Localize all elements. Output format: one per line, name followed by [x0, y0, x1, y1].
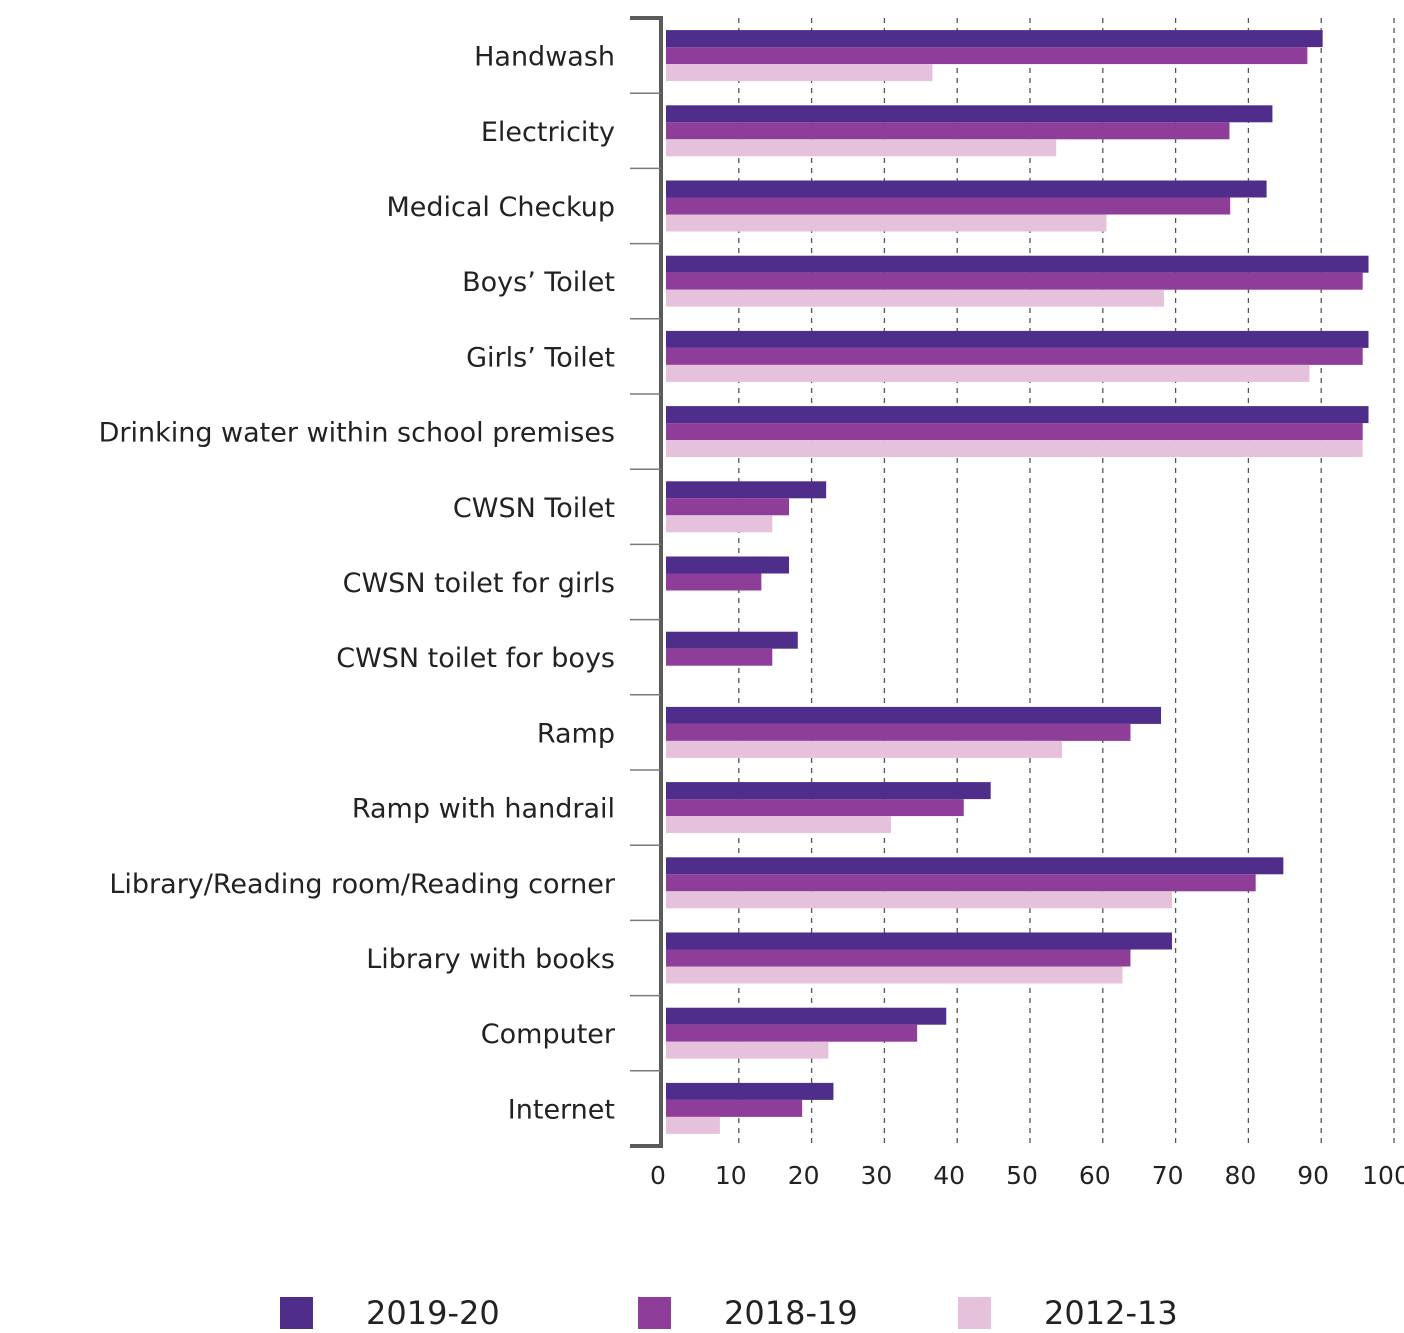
legend-label: 2012-13 — [1044, 1294, 1178, 1329]
x-tick-label: 70 — [1152, 1161, 1184, 1190]
bar-2012-13 — [666, 891, 1172, 909]
bar-2019-20 — [666, 330, 1369, 348]
x-tick-label: 50 — [1006, 1161, 1038, 1190]
category-label: Library/Reading room/Reading corner — [109, 869, 616, 900]
legend-item: 2019-20 — [280, 1294, 500, 1332]
bar-2018-19 — [666, 799, 964, 817]
category-label: Electricity — [481, 117, 615, 148]
bar-2019-20 — [666, 706, 1162, 724]
bar-2012-13 — [666, 64, 933, 82]
category-label: Computer — [481, 1019, 616, 1050]
category-label: CWSN toilet for boys — [336, 643, 615, 674]
legend: 2019-20 2018-19 2012-13 — [280, 1294, 1178, 1332]
category-label: CWSN toilet for girls — [343, 568, 615, 599]
bar-2018-19 — [666, 648, 773, 666]
category-label: Girls’ Toilet — [466, 342, 615, 373]
bar-2012-13 — [666, 289, 1164, 307]
category-label: Medical Checkup — [387, 192, 616, 223]
bar-2012-13 — [666, 966, 1123, 984]
bar-2019-20 — [666, 556, 790, 574]
legend-item: 2018-19 — [638, 1294, 858, 1332]
bar-2019-20 — [666, 932, 1172, 950]
x-tick-label: 90 — [1297, 1161, 1329, 1190]
bar-2018-19 — [666, 47, 1308, 65]
bar-2019-20 — [666, 30, 1323, 48]
bar-2018-19 — [666, 498, 790, 516]
bar-2019-20 — [666, 481, 827, 499]
x-tick-label: 0 — [650, 1161, 666, 1190]
bar-2018-19 — [666, 122, 1230, 140]
x-tick-label: 100 — [1362, 1161, 1404, 1190]
bar-2012-13 — [666, 364, 1310, 382]
bar-2019-20 — [666, 1082, 834, 1100]
x-tick-labels: 0 10 20 30 40 50 60 70 80 90 100 — [650, 1161, 1404, 1190]
bar-2018-19 — [666, 272, 1363, 290]
x-tick-label: 20 — [788, 1161, 820, 1190]
category-label: Handwash — [474, 42, 615, 73]
bar-2019-20 — [666, 105, 1273, 123]
bar-2019-20 — [666, 857, 1284, 875]
x-tick-label: 60 — [1079, 1161, 1111, 1190]
bar-2019-20 — [666, 1007, 947, 1025]
category-label: CWSN Toilet — [453, 493, 615, 524]
category-labels: Handwash Electricity Medical Checkup Boys’ … — [99, 42, 616, 1126]
legend-label: 2019-20 — [366, 1294, 500, 1329]
bars — [666, 30, 1369, 1134]
legend-swatch — [958, 1297, 991, 1329]
bar-2012-13 — [666, 440, 1363, 458]
legend-item: 2012-13 — [958, 1294, 1178, 1332]
bar-2012-13 — [666, 214, 1107, 232]
bar-2019-20 — [666, 255, 1369, 273]
bar-2012-13 — [666, 816, 891, 834]
bar-2012-13 — [666, 1116, 720, 1134]
legend-swatch — [638, 1297, 671, 1329]
category-label: Drinking water within school premises — [99, 418, 615, 449]
bar-2019-20 — [666, 782, 991, 800]
bar-2018-19 — [666, 573, 762, 591]
bar-2018-19 — [666, 874, 1256, 892]
x-tick-label: 10 — [715, 1161, 747, 1190]
category-label: Ramp with handrail — [352, 794, 615, 825]
bar-2018-19 — [666, 197, 1231, 215]
legend-label: 2018-19 — [724, 1294, 858, 1329]
bar-2012-13 — [666, 139, 1057, 157]
category-label: Library with books — [366, 944, 615, 975]
x-tick-label: 80 — [1224, 1161, 1256, 1190]
bar-2018-19 — [666, 1024, 918, 1042]
bar-2012-13 — [666, 1041, 829, 1059]
bar-2018-19 — [666, 949, 1131, 967]
category-label: Ramp — [537, 718, 615, 749]
bar-2018-19 — [666, 723, 1131, 741]
bar-2012-13 — [666, 740, 1063, 758]
bar-2018-19 — [666, 347, 1363, 365]
legend-swatch — [280, 1297, 313, 1329]
bar-2018-19 — [666, 1099, 803, 1117]
category-label: Internet — [508, 1094, 615, 1125]
x-tick-label: 40 — [933, 1161, 965, 1190]
bar-2012-13 — [666, 515, 773, 533]
bar-2019-20 — [666, 180, 1267, 198]
category-label: Boys’ Toilet — [462, 267, 615, 298]
bar-2019-20 — [666, 406, 1369, 424]
bar-2018-19 — [666, 423, 1363, 441]
y-axis — [630, 16, 663, 1148]
x-tick-label: 30 — [860, 1161, 892, 1190]
bar-2019-20 — [666, 631, 798, 649]
